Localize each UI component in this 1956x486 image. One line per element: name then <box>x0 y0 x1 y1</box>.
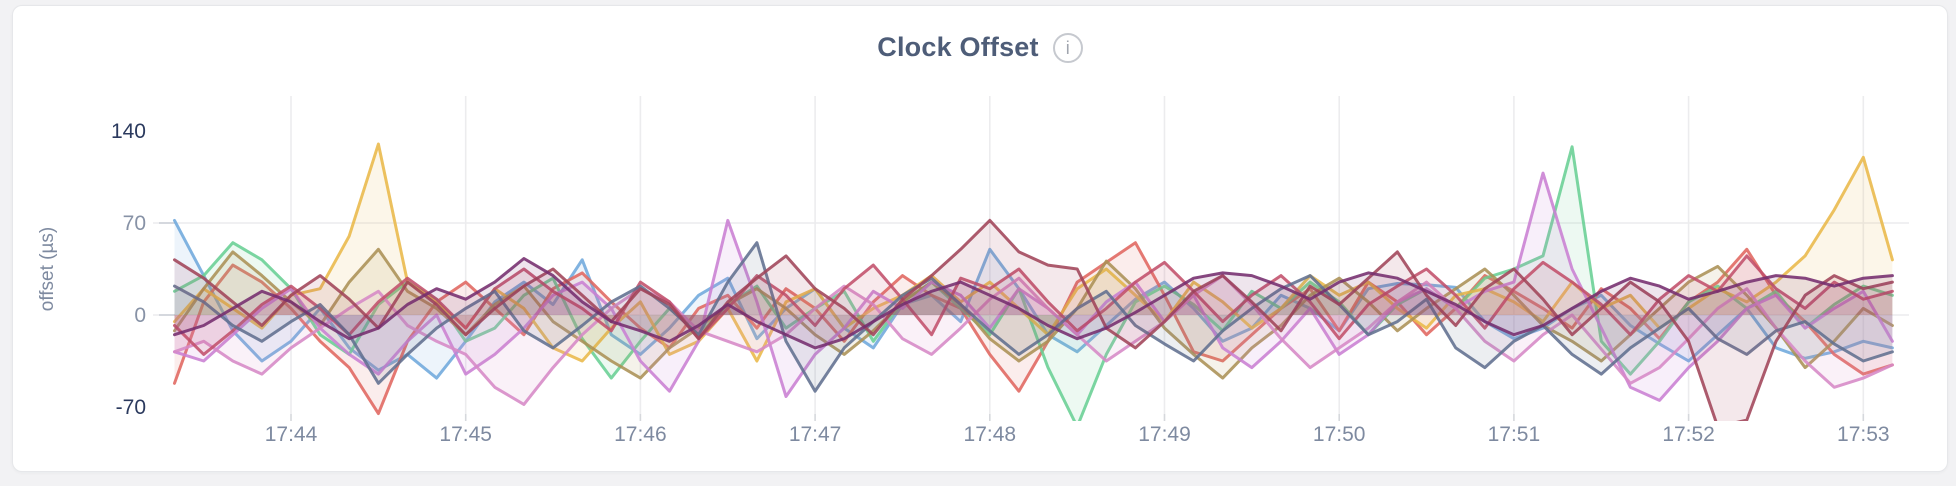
x-tick-label: 17:45 <box>439 423 492 446</box>
x-tick-label: 17:53 <box>1837 423 1890 446</box>
x-tick-label: 17:50 <box>1313 423 1366 446</box>
x-tick-label: 17:49 <box>1138 423 1191 446</box>
series-green-line[interactable] <box>173 145 1894 427</box>
series-crimson-line[interactable] <box>173 254 1894 356</box>
clock-offset-chart[interactable]: 17:44 17:45 17:46 17:47 17:48 17:49 17:50 17:51… <box>13 6 1948 472</box>
card-header: Clock Offset i <box>13 32 1947 63</box>
y-tick-label: -70 <box>116 396 146 419</box>
info-icon[interactable]: i <box>1052 32 1083 63</box>
x-tick-label: 17:52 <box>1662 423 1715 446</box>
chart-title: Clock Offset <box>877 32 1039 62</box>
series-purple-fill <box>174 258 1893 348</box>
series-crimson-fill <box>174 255 1893 355</box>
series-violet-line[interactable] <box>173 274 1894 406</box>
series-khaki-fill <box>174 249 1893 379</box>
series-green-fill <box>174 146 1893 421</box>
series-maroon-line[interactable] <box>173 218 1894 426</box>
y-tick-label: 140 <box>111 120 146 143</box>
y-tick-label: 0 <box>134 304 146 327</box>
series-orchid-line[interactable] <box>173 171 1894 402</box>
series-group <box>173 142 1894 427</box>
series-red-line[interactable] <box>173 241 1894 416</box>
series-orchid-fill <box>174 173 1893 401</box>
series-yellow-fill <box>174 144 1893 361</box>
x-tick-label: 17:48 <box>964 423 1017 446</box>
series-blue-line[interactable] <box>173 218 1894 380</box>
x-tick-label: 17:47 <box>789 423 842 446</box>
y-axis-title: offset (µs) <box>37 227 58 312</box>
y-tick-label: 70 <box>123 212 146 235</box>
series-slate-line[interactable] <box>173 241 1894 393</box>
series-maroon-fill <box>174 220 1893 421</box>
series-violet-fill <box>174 275 1893 405</box>
series-blue-fill <box>174 220 1893 379</box>
x-tick-label: 17:51 <box>1488 423 1541 446</box>
series-purple-line[interactable] <box>173 257 1894 350</box>
x-tick-label: 17:46 <box>614 423 667 446</box>
x-tick-label: 17:44 <box>265 423 318 446</box>
clock-offset-card: 17:44 17:45 17:46 17:47 17:48 17:49 17:50 17:51… <box>12 5 1948 472</box>
